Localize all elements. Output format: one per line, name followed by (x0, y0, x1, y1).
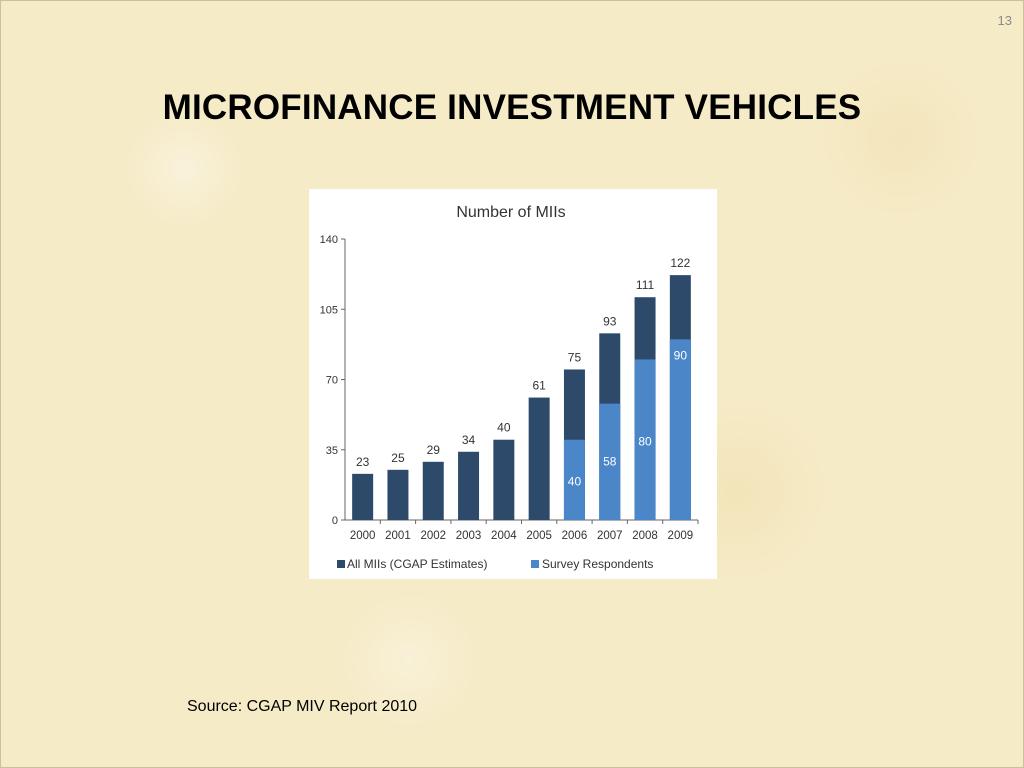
x-tick-label: 2004 (491, 530, 517, 542)
x-tick-label: 2008 (632, 530, 658, 542)
bar-all-miis (493, 439, 515, 520)
legend-swatch-survey (531, 560, 539, 568)
y-tick-label: 105 (320, 304, 338, 316)
axes: 0 35 70 105 140 2000 2001 2002 2003 2004 2005 2006 2… (320, 234, 699, 542)
x-tick-label: 2001 (385, 530, 411, 542)
x-tick-label: 2007 (597, 530, 623, 542)
y-tick-label: 70 (326, 375, 338, 387)
data-label-total: 23 (356, 455, 370, 469)
bar-survey-respondents (599, 403, 621, 520)
legend-label-survey: Survey Respondents (542, 557, 653, 571)
legend-swatch-all-miis (337, 560, 345, 568)
bar-survey-respondents (669, 339, 691, 520)
data-label-total: 61 (532, 379, 546, 393)
bar-all-miis (387, 469, 409, 520)
bar-survey-respondents (563, 439, 585, 520)
data-label-survey: 80 (638, 434, 652, 448)
data-label-total: 25 (391, 451, 405, 465)
bar-all-miis (528, 397, 550, 520)
data-label-survey: 90 (674, 348, 688, 362)
slide-title: MICROFINANCE INVESTMENT VEHICLES (162, 88, 862, 127)
legend: All MIIs (CGAP Estimates) Survey Responde… (337, 557, 653, 571)
data-label-total: 34 (462, 433, 476, 447)
chart-title: Number of MIIs (456, 204, 565, 221)
source-note: Source: CGAP MIV Report 2010 (187, 698, 418, 715)
legend-label-all-miis: All MIIs (CGAP Estimates) (347, 557, 487, 571)
x-tick-label: 2006 (562, 530, 588, 542)
y-tick-label: 35 (326, 445, 338, 457)
data-label-total: 93 (603, 314, 617, 328)
x-tick-label: 2002 (420, 530, 446, 542)
x-tick-label: 2000 (350, 530, 376, 542)
data-label-survey: 40 (568, 475, 582, 489)
data-label-survey: 58 (603, 455, 617, 469)
bars (352, 275, 691, 520)
bar-survey-respondents (634, 359, 656, 520)
data-label-total: 29 (427, 443, 441, 457)
y-tick-label: 140 (320, 234, 338, 246)
bar-all-miis (352, 473, 374, 520)
data-label-total: 111 (636, 278, 655, 292)
x-tick-label: 2005 (526, 530, 552, 542)
page-number: 13 (997, 13, 1012, 28)
bar-all-miis (458, 451, 480, 520)
data-labels: 23 25 29 34 40 61 40 75 58 93 80 111 90 122 (356, 256, 691, 489)
x-tick-label: 2009 (668, 530, 694, 542)
data-label-total: 40 (497, 421, 511, 435)
data-label-total: 75 (568, 350, 582, 364)
chart-panel: Number of MIIs 0 35 70 105 140 2000 2001 2002 20… (309, 189, 717, 579)
bar-chart: Number of MIIs 0 35 70 105 140 2000 2001 2002 20… (320, 204, 699, 571)
data-label-total: 122 (670, 256, 690, 270)
y-tick-label: 0 (332, 515, 338, 527)
bar-all-miis (422, 461, 444, 520)
x-tick-label: 2003 (456, 530, 482, 542)
